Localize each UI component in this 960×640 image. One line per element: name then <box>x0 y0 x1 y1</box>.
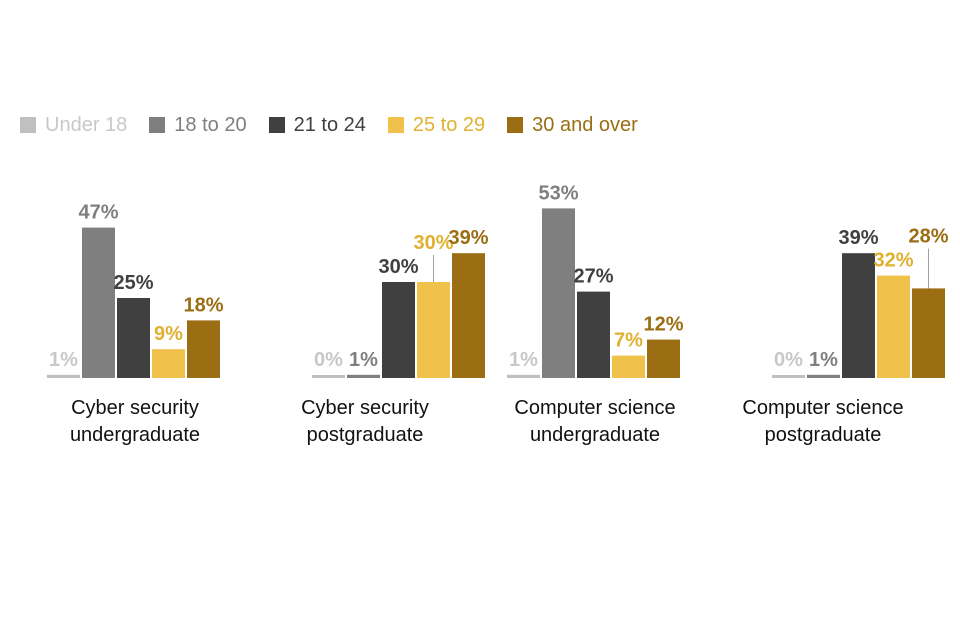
legend-label-30-and-over: 30 and over <box>532 113 638 136</box>
value-label-18-to-20-3: 1% <box>809 349 838 371</box>
value-label-21-to-24-2: 27% <box>573 266 613 288</box>
category-label-0-line-0: Cyber security <box>71 397 199 419</box>
bar-under-18-2 <box>507 374 540 378</box>
bar-18-to-20-2 <box>542 208 575 378</box>
value-label-25-to-29-2: 7% <box>614 330 643 352</box>
legend-label-21-to-24: 21 to 24 <box>293 113 366 136</box>
value-label-30-and-over-0: 18% <box>183 294 223 316</box>
value-label-30-and-over-1: 39% <box>448 227 488 249</box>
legend-swatch-21-to-24 <box>268 117 285 133</box>
value-label-under-18-0: 1% <box>49 349 78 371</box>
legend-item-18-to-20: 18 to 20 <box>149 113 247 137</box>
bar-25-to-29-0 <box>152 349 185 378</box>
legend-item-30-and-over: 30 and over <box>507 114 638 137</box>
bar-18-to-20-1 <box>347 374 380 378</box>
bar-21-to-24-3 <box>842 253 875 378</box>
legend-label-18-to-20: 18 to 20 <box>174 113 247 136</box>
bar-under-18-0 <box>47 374 80 378</box>
value-label-under-18-1: 0% <box>314 349 343 371</box>
value-label-25-to-29-1: 30% <box>413 232 453 254</box>
bar-25-to-29-1 <box>417 282 450 378</box>
value-label-21-to-24-1: 30% <box>378 256 418 278</box>
bar-25-to-29-2 <box>612 355 645 378</box>
bar-21-to-24-1 <box>382 282 415 378</box>
bar-18-to-20-0 <box>82 227 115 378</box>
legend-item-21-to-24: 21 to 24 <box>268 113 366 137</box>
category-label-0-line-1: undergraduate <box>70 424 200 446</box>
value-label-21-to-24-3: 39% <box>838 227 878 249</box>
legend-swatch-18-to-20 <box>149 117 166 133</box>
category-label-3-line-0: Computer science <box>742 397 903 419</box>
chart-legend: Under 18 18 to 20 21 to 24 25 to 29 30 a… <box>20 112 660 138</box>
value-label-25-to-29-0: 9% <box>154 323 183 345</box>
value-label-30-and-over-3: 28% <box>908 226 948 248</box>
category-label-2-line-0: Computer science <box>514 397 675 419</box>
bar-30-and-over-1 <box>452 253 485 378</box>
bar-under-18-3 <box>772 375 805 378</box>
legend-swatch-25-to-29 <box>387 117 404 133</box>
value-label-18-to-20-2: 53% <box>538 182 578 204</box>
bar-18-to-20-3 <box>807 374 840 378</box>
bar-30-and-over-0 <box>187 320 220 378</box>
bar-under-18-1 <box>312 375 345 378</box>
value-label-25-to-29-3: 32% <box>873 250 913 272</box>
value-label-under-18-3: 0% <box>774 349 803 371</box>
legend-swatch-30-and-over <box>507 117 524 133</box>
bar-21-to-24-2 <box>577 291 610 378</box>
legend-item-under-18: Under 18 <box>20 114 127 137</box>
bar-30-and-over-2 <box>647 339 680 378</box>
value-label-30-and-over-2: 12% <box>643 314 683 336</box>
bar-25-to-29-3 <box>877 275 910 378</box>
category-label-3-line-1: postgraduate <box>765 424 882 446</box>
category-label-1-line-0: Cyber security <box>301 397 429 419</box>
legend-swatch-under-18 <box>20 117 36 133</box>
category-label-1-line-1: postgraduate <box>307 424 424 446</box>
value-label-under-18-2: 1% <box>509 349 538 371</box>
value-label-18-to-20-1: 1% <box>349 349 378 371</box>
category-label-2-line-1: undergraduate <box>530 424 660 446</box>
value-label-18-to-20-0: 47% <box>78 202 118 224</box>
legend-item-25-to-29: 25 to 29 <box>387 113 486 137</box>
bar-30-and-over-3 <box>912 288 945 378</box>
bar-21-to-24-0 <box>117 298 150 378</box>
legend-label-25-to-29: 25 to 29 <box>412 113 486 136</box>
legend-label-under-18: Under 18 <box>45 113 128 136</box>
value-label-21-to-24-0: 25% <box>113 272 153 294</box>
